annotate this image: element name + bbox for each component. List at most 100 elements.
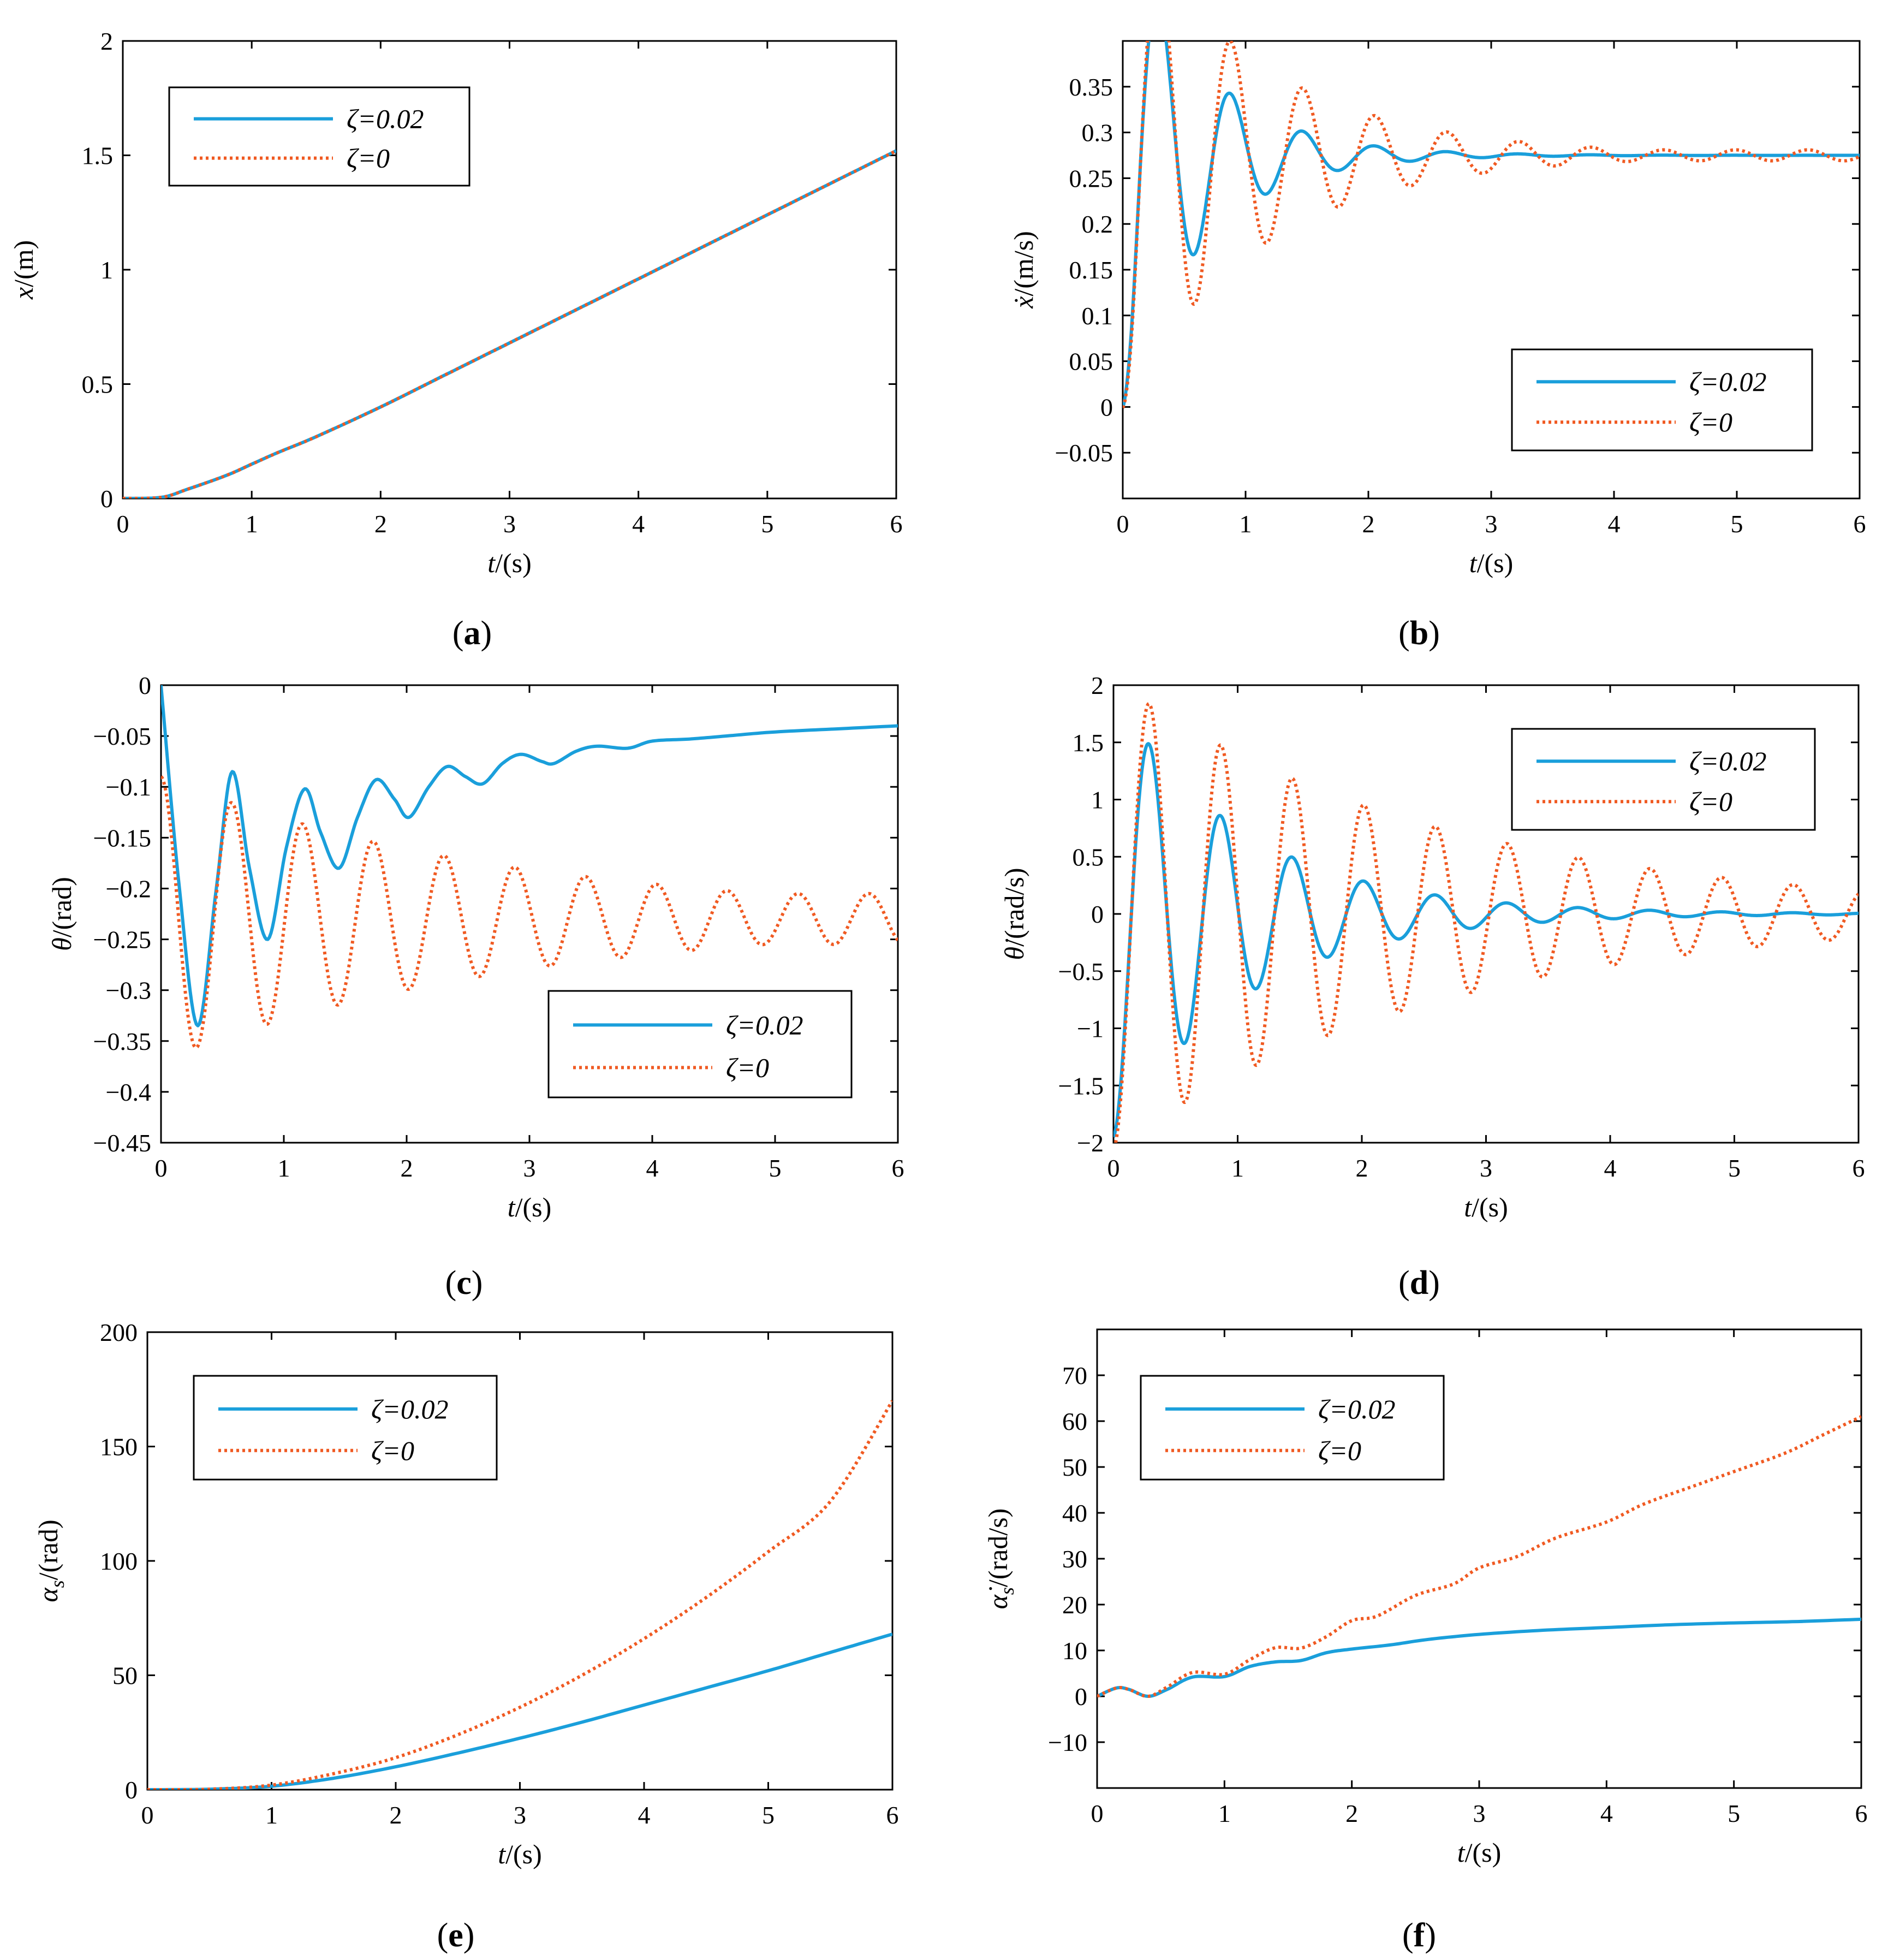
legend-label-damped: ζ=0.02 <box>1689 366 1766 397</box>
y-tick-label: −0.25 <box>93 926 151 954</box>
series-line-damped <box>161 685 898 1027</box>
panel-caption: (e) <box>437 1917 475 1954</box>
y-tick-label: 20 <box>1062 1591 1087 1619</box>
y-tick-label: 100 <box>100 1547 138 1575</box>
legend-box <box>1511 348 1813 452</box>
legend-label-damped: ζ=0.02 <box>1689 746 1766 776</box>
legend-box <box>547 990 853 1098</box>
svg-text:t/(s): t/(s) <box>1469 548 1514 578</box>
legend-label-undamped: ζ=0 <box>347 143 390 174</box>
y-tick-label: 0.1 <box>1082 302 1113 330</box>
y-tick-label: 60 <box>1062 1407 1087 1435</box>
axis-label: α̇s/(rad/s) <box>982 1508 1018 1609</box>
axis-label: t/(s) <box>1469 548 1514 578</box>
y-tick-label: −0.45 <box>93 1129 151 1157</box>
x-tick-label: 0 <box>1107 1154 1120 1182</box>
x-tick-label: 6 <box>886 1801 899 1829</box>
y-tick-label: −1.5 <box>1058 1072 1104 1100</box>
svg-text:t/(s): t/(s) <box>498 1839 542 1869</box>
x-tick-label: 1 <box>1231 1154 1244 1182</box>
axis-label: t/(s) <box>508 1192 552 1222</box>
axis-label: ẋ/(m/s) <box>1008 231 1039 309</box>
legend-box <box>168 86 470 187</box>
series-line-damped <box>1113 742 1859 1138</box>
chart-panel-a: 0 1 2 3 4 5 6 0 0.5 1 1.5 2 t/(s) x/(m) ζ=0.02 ζ=0 (a) <box>8 27 903 652</box>
y-tick-label: 200 <box>100 1318 138 1346</box>
legend: ζ=0.02 ζ=0 <box>193 1375 498 1481</box>
x-tick-label: 3 <box>1485 510 1498 538</box>
legend-label-undamped: ζ=0 <box>726 1052 769 1083</box>
y-tick-label: 0.15 <box>1069 256 1113 284</box>
axis-label: αs/(rad) <box>33 1519 68 1602</box>
x-tick-label: 4 <box>646 1154 659 1182</box>
panel-caption: (d) <box>1398 1264 1440 1302</box>
y-tick-label: 0 <box>100 485 113 513</box>
legend-label-damped: ζ=0.02 <box>1318 1394 1395 1424</box>
x-tick-label: 5 <box>762 1801 775 1829</box>
y-tick-label: 10 <box>1062 1637 1087 1665</box>
y-tick-label: −0.2 <box>106 875 151 902</box>
x-tick-label: 6 <box>892 1154 904 1182</box>
legend: ζ=0.02 ζ=0 <box>168 86 470 187</box>
x-tick-label: 0 <box>1091 1799 1104 1827</box>
x-tick-label: 0 <box>117 510 129 538</box>
x-tick-label: 4 <box>632 510 645 538</box>
panel-caption: (f) <box>1402 1917 1436 1954</box>
svg-text:t/(s): t/(s) <box>1457 1837 1502 1868</box>
y-tick-label: −0.15 <box>93 824 151 852</box>
axis-label: t/(s) <box>487 548 532 578</box>
y-tick-label: 0.5 <box>82 371 114 399</box>
panel-caption: (a) <box>452 615 492 652</box>
y-tick-label: −0.1 <box>106 773 151 801</box>
x-tick-label: 2 <box>390 1801 402 1829</box>
series-line-undamped <box>1097 1415 1861 1698</box>
series-line-damped <box>147 1632 892 1790</box>
y-tick-label: 1.5 <box>82 142 114 170</box>
y-tick-label: 70 <box>1062 1362 1087 1389</box>
y-tick-label: 2 <box>1091 672 1104 699</box>
y-tick-label: 40 <box>1062 1499 1087 1527</box>
x-tick-label: 2 <box>374 510 387 538</box>
legend-box <box>1511 728 1816 831</box>
legend: ζ=0.02 ζ=0 <box>1140 1375 1445 1481</box>
chart-panel-b: 0 1 2 3 4 5 6 −0.05 0 0.05 0.1 0.15 0.2 0.25 0.3 0.35 t/… <box>1008 40 1866 652</box>
y-tick-label: 2 <box>100 27 113 55</box>
y-tick-label: −2 <box>1077 1129 1104 1157</box>
x-tick-label: 2 <box>1362 510 1375 538</box>
legend: ζ=0.02 ζ=0 <box>547 990 853 1098</box>
series-line-undamped <box>123 149 896 498</box>
x-tick-label: 3 <box>514 1801 526 1829</box>
axis-label: t/(s) <box>1457 1837 1502 1868</box>
svg-text:θ̇/(rad/s): θ̇/(rad/s) <box>999 868 1029 960</box>
x-tick-label: 0 <box>1117 510 1129 538</box>
series-line-damped <box>1123 41 1860 408</box>
x-tick-label: 1 <box>1240 510 1252 538</box>
series-line-damped <box>1097 1617 1861 1698</box>
x-tick-label: 5 <box>1728 1154 1741 1182</box>
x-tick-label: 5 <box>1728 1799 1740 1827</box>
x-tick-label: 4 <box>1600 1799 1613 1827</box>
legend-box <box>1140 1375 1445 1481</box>
x-tick-label: 3 <box>1473 1799 1486 1827</box>
x-tick-label: 6 <box>1854 510 1866 538</box>
x-tick-label: 5 <box>761 510 773 538</box>
y-tick-label: 0 <box>1091 900 1104 928</box>
axis-label: x/(m) <box>8 240 39 300</box>
y-tick-label: 50 <box>112 1662 138 1690</box>
y-tick-label: 1 <box>1091 786 1104 814</box>
chart-panel-e: 0 1 2 3 4 5 6050100150200t/(s)αs/(rad)ζ=0.02ζ=… <box>33 1318 899 1954</box>
axis-label: t/(s) <box>1464 1192 1508 1222</box>
x-tick-label: 6 <box>890 510 903 538</box>
y-tick-label: 1.5 <box>1073 729 1104 757</box>
x-tick-label: 0 <box>155 1154 168 1182</box>
panel-caption: (b) <box>1398 615 1440 652</box>
axis-label: θ̇/(rad/s) <box>999 868 1029 960</box>
y-tick-label: −10 <box>1048 1729 1087 1756</box>
x-tick-label: 1 <box>265 1801 278 1829</box>
legend: ζ=0.02 ζ=0 <box>1511 728 1816 831</box>
chart-panel-f: 0 1 2 3 4 5 6 −10 0 10 20 30 40 50 60 70 t/(s) α̇s/(rad/s… <box>982 1328 1868 1954</box>
svg-text:α̇s/(rad/s): α̇s/(rad/s) <box>982 1508 1018 1609</box>
x-tick-label: 6 <box>1855 1799 1868 1827</box>
x-tick-label: 4 <box>1604 1154 1617 1182</box>
